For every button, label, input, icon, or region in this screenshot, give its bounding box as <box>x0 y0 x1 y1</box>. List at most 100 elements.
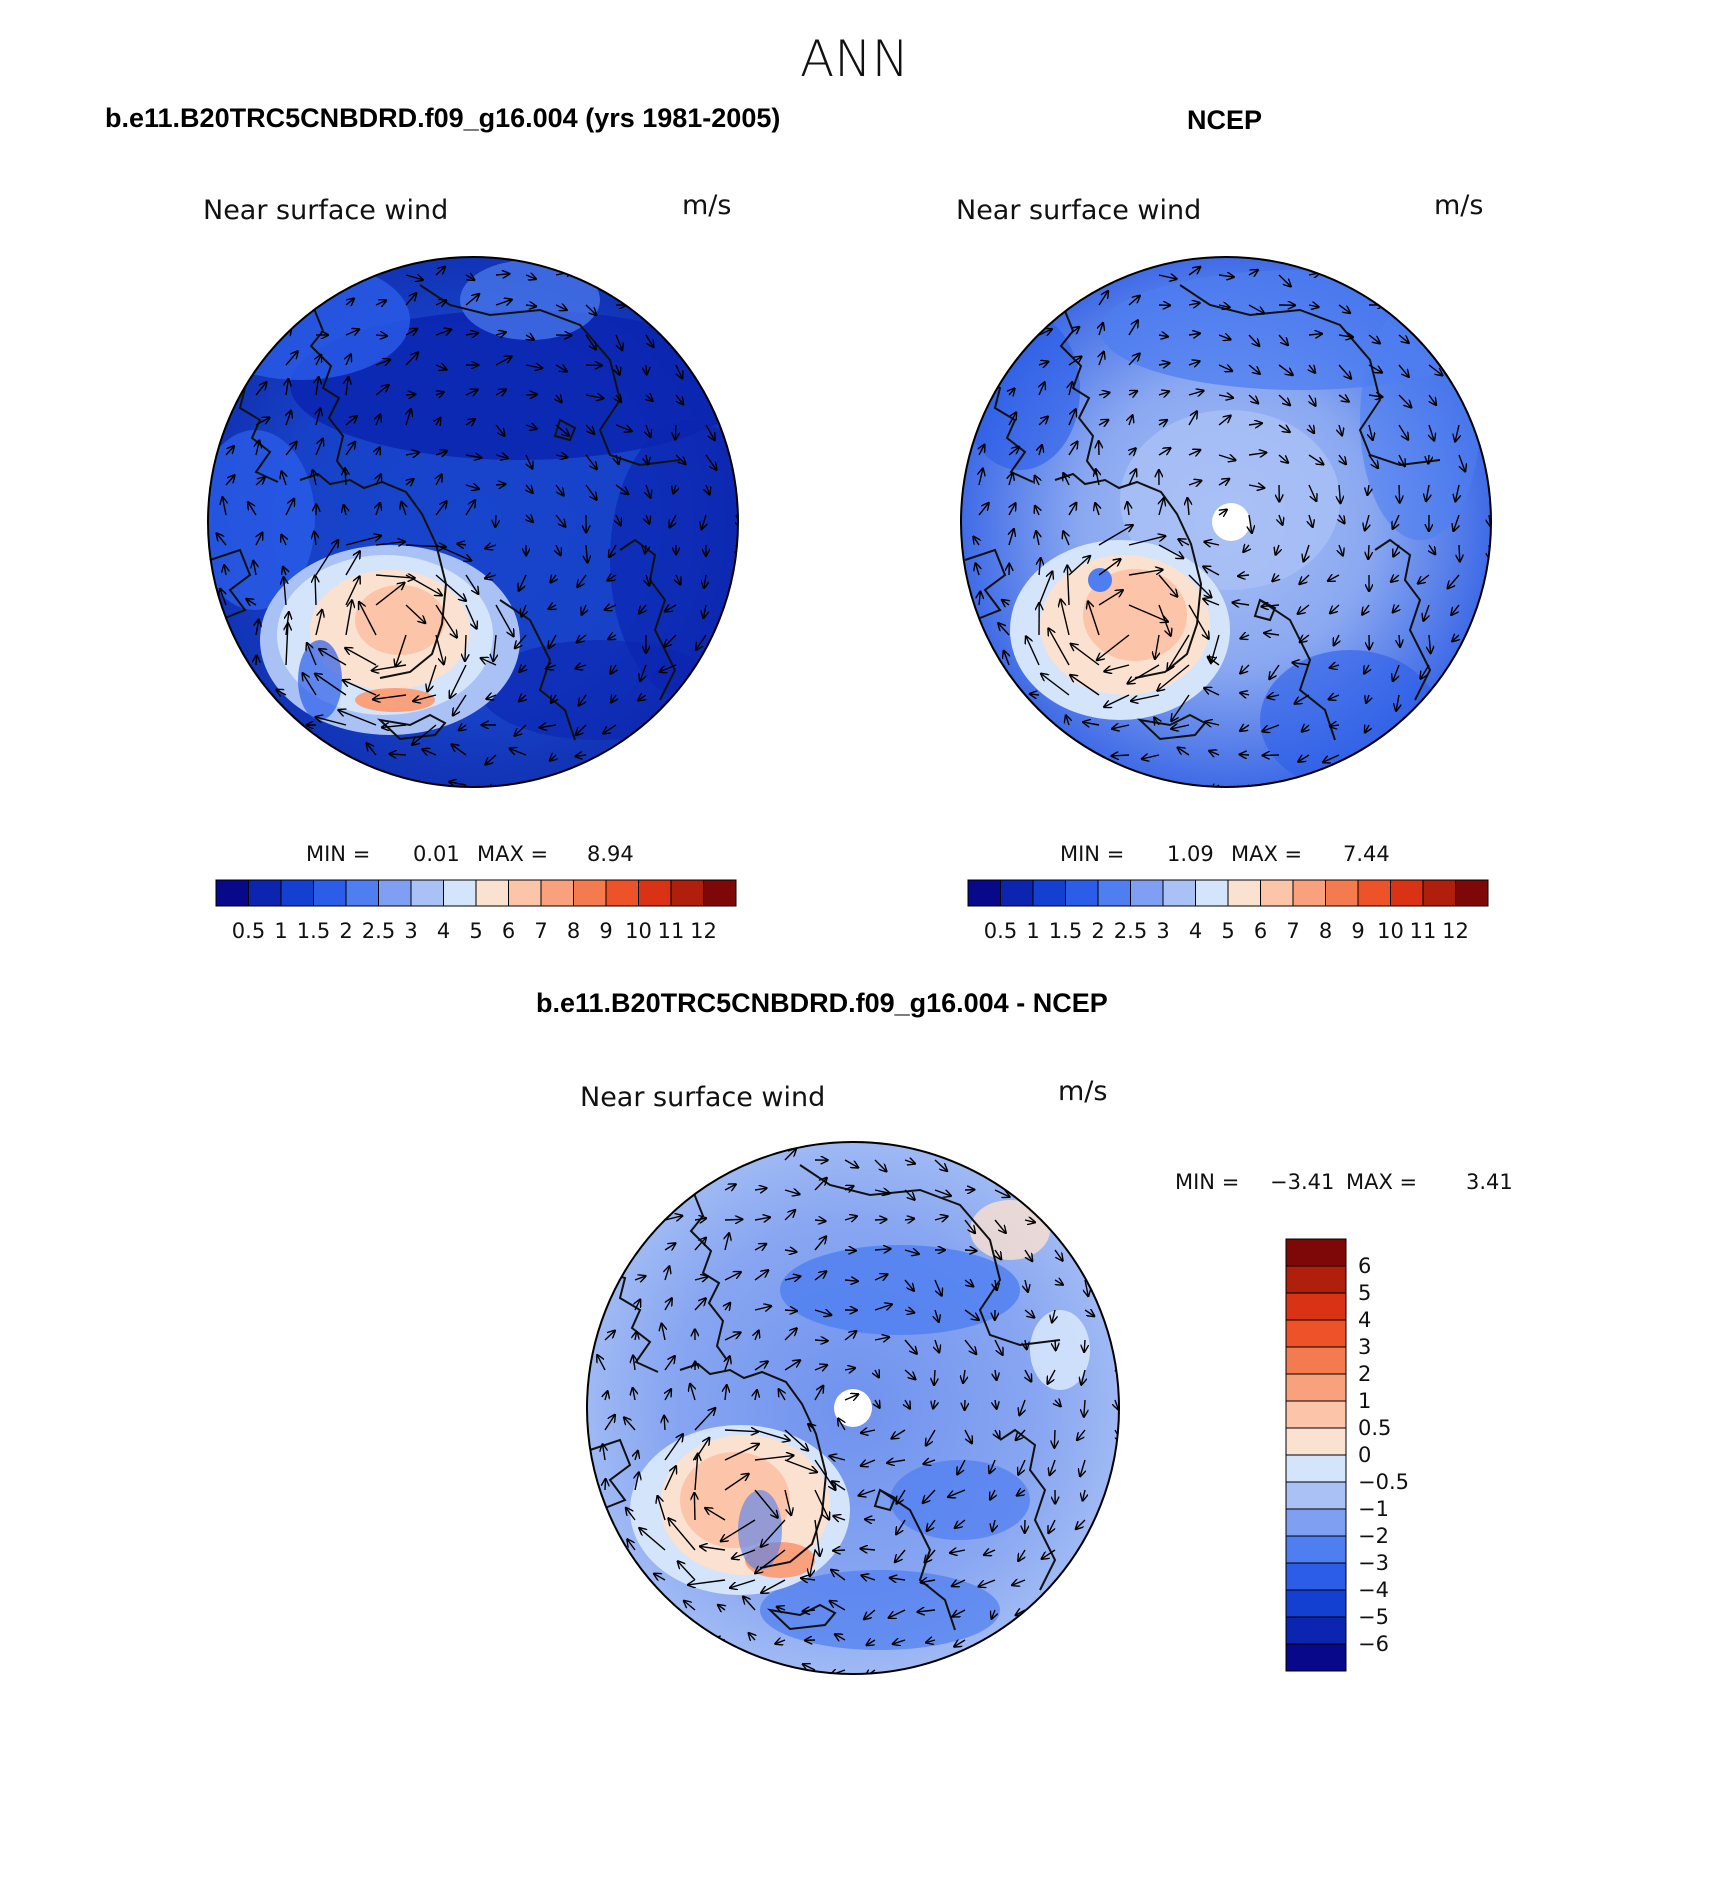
wind-vector <box>1396 694 1399 710</box>
wind-vector <box>844 1159 858 1167</box>
wind-vector <box>875 1400 879 1407</box>
wind-vector <box>706 1508 726 1521</box>
diff-colorbar-tick-label: 1 <box>1358 1389 1371 1413</box>
wind-vector <box>755 1331 759 1341</box>
model-wind-vectors <box>217 267 738 787</box>
wind-vector <box>1083 1489 1085 1500</box>
wind-vector <box>1155 634 1159 659</box>
wind-vector <box>664 1356 675 1371</box>
wind-vector <box>935 1339 939 1352</box>
wind-vector <box>1206 722 1220 725</box>
wind-vector <box>1035 476 1039 486</box>
wind-vector <box>1338 395 1348 401</box>
wind-vector <box>704 604 706 618</box>
diff-colorbar-swatch <box>1285 1400 1347 1429</box>
wind-vector <box>1393 664 1400 681</box>
wind-vector <box>646 395 652 401</box>
wind-vector <box>585 424 594 434</box>
wind-vector <box>458 544 467 545</box>
wind-vector <box>1248 270 1258 275</box>
wind-vector <box>1095 503 1099 516</box>
wind-vector <box>864 1609 876 1619</box>
wind-vector <box>372 664 407 671</box>
obs-min-value: 1.09 <box>1167 842 1214 866</box>
wind-vector <box>1279 514 1282 525</box>
wind-vector <box>675 394 683 404</box>
wind-vector <box>1025 1279 1028 1291</box>
model-colorbar-swatch <box>345 879 379 907</box>
wind-vector <box>435 502 446 516</box>
wind-vector <box>1020 1399 1025 1415</box>
wind-vector <box>754 1270 768 1281</box>
wind-vector <box>526 515 533 522</box>
wind-vector <box>754 1429 789 1440</box>
diff-colorbar-tick-label: −2 <box>1358 1524 1389 1548</box>
wind-vector <box>646 364 647 374</box>
wind-vector <box>1368 334 1380 343</box>
wind-vector <box>844 1216 857 1220</box>
wind-vector <box>1036 531 1039 546</box>
wind-vector <box>1204 599 1220 606</box>
wind-vector <box>736 514 738 527</box>
wind-vector <box>784 1459 817 1472</box>
wind-vector <box>406 409 411 426</box>
obs-colorbar-swatch <box>1390 879 1424 907</box>
wind-vector <box>1368 364 1382 372</box>
wind-vector <box>1308 334 1322 335</box>
diff-colorbar-swatch <box>1285 1292 1347 1321</box>
wind-vector <box>724 1272 741 1281</box>
model-colorbar-swatch <box>508 879 542 907</box>
wind-vector <box>1248 304 1264 313</box>
wind-vector <box>1018 1549 1025 1561</box>
wind-vector <box>834 1550 846 1551</box>
wind-vector <box>1041 674 1070 696</box>
wind-vector <box>585 484 596 499</box>
wind-vector <box>814 1386 823 1401</box>
model-colorbar-tick-label: 1 <box>274 919 287 943</box>
wind-vector <box>831 1570 846 1581</box>
wind-vector <box>984 1550 996 1555</box>
wind-vector <box>964 1219 975 1233</box>
model-colorbar-tick-label: 4 <box>437 919 450 943</box>
wind-vector <box>1391 575 1400 582</box>
wind-vector <box>1240 754 1250 755</box>
wind-vector <box>705 454 716 470</box>
wind-vector <box>1398 424 1408 439</box>
wind-vector <box>285 351 297 366</box>
wind-vector <box>1084 1310 1094 1316</box>
model-colorbar-tick-label: 1.5 <box>297 919 330 943</box>
wind-vector <box>1393 605 1399 612</box>
wind-vector <box>694 1218 706 1220</box>
wind-vector <box>1459 544 1460 561</box>
wind-vector <box>551 575 556 582</box>
wind-vector <box>604 1415 615 1431</box>
wind-vector <box>950 1550 966 1553</box>
wind-vector <box>1429 634 1431 653</box>
wind-vector <box>754 1188 766 1190</box>
wind-vector <box>1248 364 1260 374</box>
wind-vector <box>427 664 437 691</box>
wind-vector <box>1188 303 1199 305</box>
wind-vector <box>957 1459 966 1474</box>
obs-colorbar-tick-label: 12 <box>1442 919 1469 943</box>
wind-vector <box>436 475 442 486</box>
wind-vector <box>1458 454 1465 471</box>
wind-vector <box>964 1339 976 1354</box>
wind-vector <box>255 418 269 426</box>
obs-colorbar-tick-label: 1 <box>1026 919 1039 943</box>
wind-vector <box>1273 575 1279 581</box>
wind-vector <box>1362 604 1369 614</box>
wind-vector <box>1244 545 1249 552</box>
wind-vector <box>315 576 316 606</box>
wind-vector <box>555 305 566 310</box>
wind-vector <box>1128 604 1168 622</box>
wind-vector <box>1069 382 1072 396</box>
wind-vector <box>615 424 631 431</box>
diff-wind-vectors <box>597 1149 1119 1674</box>
model-colorbar-swatch <box>540 879 574 907</box>
wind-vector <box>1068 556 1090 576</box>
wind-vector <box>597 1355 606 1371</box>
obs-colorbar-swatch <box>1065 879 1099 907</box>
wind-vector <box>904 1279 914 1290</box>
wind-vector <box>406 479 413 485</box>
